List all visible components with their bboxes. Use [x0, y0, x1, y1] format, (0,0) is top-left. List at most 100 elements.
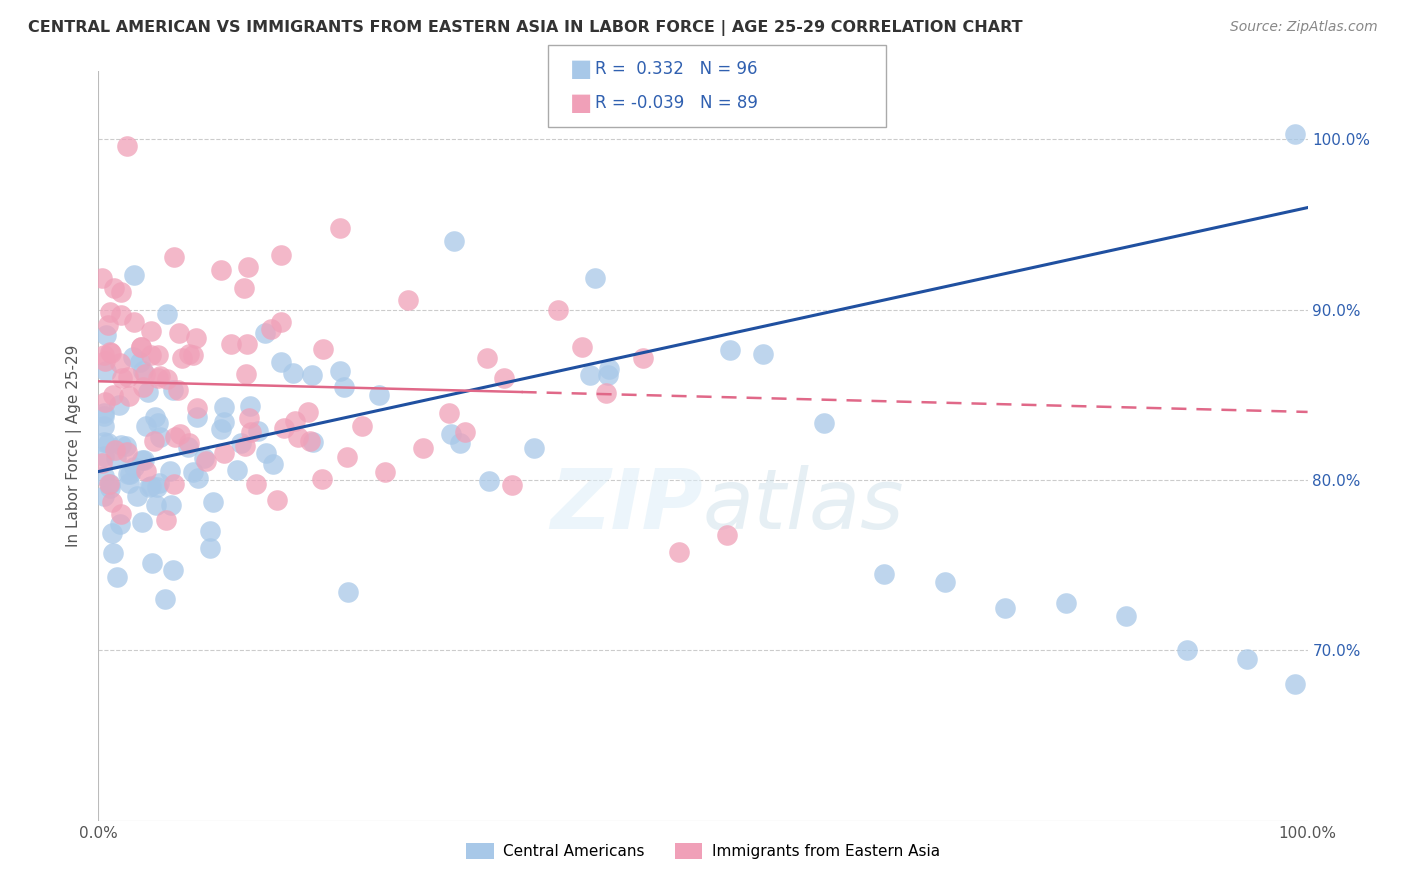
Central Americans	[97, 436, 120, 450]
Central Americans	[110, 437, 132, 451]
Immigrants from Eastern Asia	[287, 430, 309, 444]
Immigrants from Eastern Asia	[212, 445, 235, 459]
Central Americans	[440, 426, 463, 441]
Immigrants from Eastern Asia	[396, 293, 419, 308]
Immigrants from Eastern Asia	[668, 544, 690, 558]
Immigrants from Eastern Asia	[146, 371, 169, 385]
Central Americans	[93, 435, 115, 450]
Central Americans	[96, 328, 118, 343]
Immigrants from Eastern Asia	[311, 472, 333, 486]
Immigrants from Eastern Asia	[547, 303, 569, 318]
Immigrants from Eastern Asia	[155, 513, 177, 527]
Central Americans	[270, 355, 292, 369]
Central Americans	[253, 326, 276, 341]
Immigrants from Eastern Asia	[104, 442, 127, 457]
Central Americans	[202, 495, 225, 509]
Immigrants from Eastern Asia	[284, 414, 307, 428]
Central Americans	[101, 526, 124, 541]
Immigrants from Eastern Asia	[186, 401, 208, 415]
Immigrants from Eastern Asia	[98, 345, 121, 359]
Immigrants from Eastern Asia	[93, 349, 115, 363]
Immigrants from Eastern Asia	[571, 340, 593, 354]
Immigrants from Eastern Asia	[117, 369, 139, 384]
Central Americans	[121, 350, 143, 364]
Central Americans	[131, 453, 153, 467]
Central Americans	[131, 515, 153, 529]
Central Americans	[117, 467, 139, 481]
Central Americans	[139, 478, 162, 492]
Immigrants from Eastern Asia	[494, 371, 516, 385]
Central Americans	[752, 346, 775, 360]
Immigrants from Eastern Asia	[111, 371, 134, 385]
Immigrants from Eastern Asia	[91, 456, 114, 470]
Central Americans	[118, 476, 141, 491]
Central Americans	[177, 441, 200, 455]
Central Americans	[449, 435, 471, 450]
Central Americans	[115, 439, 138, 453]
Central Americans	[162, 563, 184, 577]
Central Americans	[1236, 652, 1258, 666]
Immigrants from Eastern Asia	[260, 322, 283, 336]
Central Americans	[443, 234, 465, 248]
Immigrants from Eastern Asia	[374, 465, 396, 479]
Immigrants from Eastern Asia	[233, 439, 256, 453]
Central Americans	[141, 556, 163, 570]
Central Americans	[155, 591, 177, 606]
Central Americans	[138, 384, 160, 399]
Immigrants from Eastern Asia	[143, 434, 166, 449]
Immigrants from Eastern Asia	[108, 356, 131, 370]
Central Americans	[1284, 677, 1306, 691]
Immigrants from Eastern Asia	[270, 248, 292, 262]
Central Americans	[108, 398, 131, 412]
Central Americans	[478, 474, 501, 488]
Immigrants from Eastern Asia	[170, 351, 193, 365]
Text: R = -0.039   N = 89: R = -0.039 N = 89	[595, 94, 758, 112]
Central Americans	[262, 457, 284, 471]
Central Americans	[329, 364, 352, 378]
Immigrants from Eastern Asia	[266, 493, 288, 508]
Central Americans	[132, 453, 155, 467]
Immigrants from Eastern Asia	[236, 260, 259, 274]
Immigrants from Eastern Asia	[716, 527, 738, 541]
Central Americans	[93, 449, 115, 463]
Central Americans	[523, 441, 546, 455]
Immigrants from Eastern Asia	[412, 442, 434, 456]
Immigrants from Eastern Asia	[141, 324, 163, 338]
Central Americans	[98, 477, 121, 491]
Immigrants from Eastern Asia	[336, 450, 359, 464]
Immigrants from Eastern Asia	[209, 263, 232, 277]
Immigrants from Eastern Asia	[454, 425, 477, 439]
Central Americans	[333, 380, 356, 394]
Text: R =  0.332   N = 96: R = 0.332 N = 96	[595, 60, 758, 78]
Central Americans	[159, 465, 181, 479]
Text: ■: ■	[569, 91, 592, 114]
Central Americans	[127, 489, 149, 503]
Central Americans	[93, 489, 115, 503]
Immigrants from Eastern Asia	[118, 389, 141, 403]
Central Americans	[156, 308, 179, 322]
Legend: Central Americans, Immigrants from Eastern Asia: Central Americans, Immigrants from Easte…	[460, 837, 946, 865]
Immigrants from Eastern Asia	[124, 314, 146, 328]
Text: ZIP: ZIP	[550, 466, 703, 547]
Immigrants from Eastern Asia	[156, 372, 179, 386]
Central Americans	[103, 546, 125, 560]
Point	[1284, 128, 1306, 142]
Central Americans	[225, 463, 247, 477]
Immigrants from Eastern Asia	[177, 436, 200, 450]
Immigrants from Eastern Asia	[146, 348, 169, 362]
Immigrants from Eastern Asia	[110, 308, 132, 322]
Central Americans	[93, 418, 115, 433]
Text: ■: ■	[569, 57, 592, 80]
Central Americans	[181, 466, 204, 480]
Central Americans	[579, 368, 602, 382]
Immigrants from Eastern Asia	[352, 418, 374, 433]
Central Americans	[336, 585, 359, 599]
Immigrants from Eastern Asia	[103, 281, 125, 295]
Central Americans	[132, 364, 155, 378]
Immigrants from Eastern Asia	[135, 464, 157, 478]
Central Americans	[107, 570, 129, 584]
Immigrants from Eastern Asia	[94, 354, 117, 368]
Immigrants from Eastern Asia	[94, 395, 117, 409]
Immigrants from Eastern Asia	[162, 477, 184, 491]
Immigrants from Eastern Asia	[91, 271, 114, 285]
